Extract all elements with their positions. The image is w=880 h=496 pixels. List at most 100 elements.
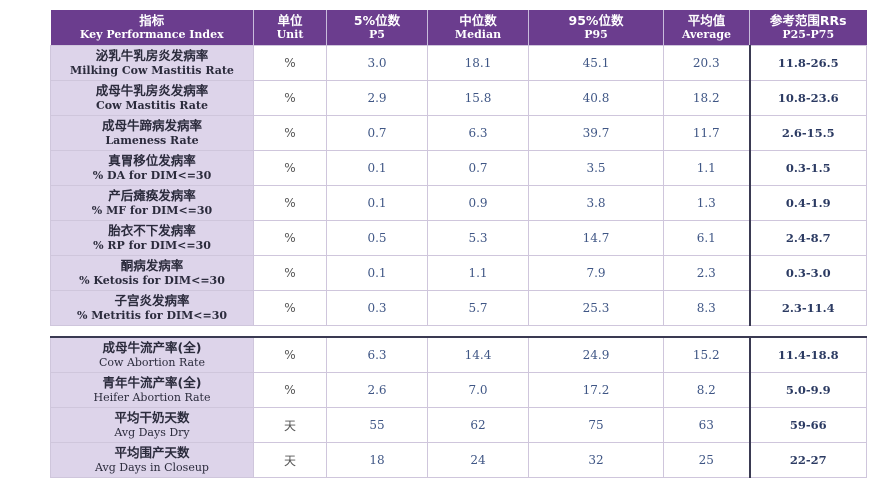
median-cell: 0.9	[427, 185, 529, 221]
median-cell: 15.8	[427, 80, 529, 116]
p95-cell: 3.5	[528, 150, 664, 186]
median-cell: 7.0	[427, 372, 529, 408]
kpi-name-cell: 子宫炎发病率% Metritis for DIM<=30	[50, 290, 254, 326]
table-row: 胎衣不下发病率% RP for DIM<=30 % 0.5 5.3 14.7 6…	[50, 220, 867, 256]
p95-cell: 7.9	[528, 255, 664, 291]
kpi-name-zh: 产后瘫痪发病率	[108, 188, 196, 203]
p5-cell: 0.7	[326, 115, 428, 151]
header-p5-zh: 5%位数	[353, 12, 401, 28]
unit-cell: 天	[253, 407, 327, 443]
average-cell: 6.1	[663, 220, 750, 256]
table-row: 产后瘫痪发病率% MF for DIM<=30 % 0.1 0.9 3.8 1.…	[50, 185, 867, 221]
unit-cell: %	[253, 336, 327, 373]
table-body: 泌乳牛乳房炎发病率 Milking Cow Mastitis Rate % 3.0…	[50, 45, 867, 478]
unit-cell: %	[253, 80, 327, 116]
header-average-zh: 平均值	[687, 12, 726, 28]
reference-range-cell: 11.4-18.8	[748, 336, 867, 373]
reference-range-cell: 2.3-11.4	[748, 290, 867, 326]
kpi-name-cell: 成母牛乳房炎发病率 Cow Mastitis Rate	[50, 80, 254, 116]
table-row: 泌乳牛乳房炎发病率 Milking Cow Mastitis Rate % 3.0…	[50, 45, 867, 81]
section-gap	[50, 325, 867, 338]
p5-cell: 0.5	[326, 220, 428, 256]
table-row: 平均围产天数 Avg Days in Closeup 天 18 24 32 25 …	[50, 442, 867, 478]
kpi-name-zh: 青年牛流产率(全)	[102, 375, 202, 390]
median-cell: 14.4	[427, 336, 529, 373]
kpi-name-cell: 成母牛流产率(全) Cow Abortion Rate	[50, 336, 254, 373]
header-p5: 5%位数 P5	[326, 10, 428, 46]
kpi-name-zh: 成母牛蹄病发病率	[101, 118, 202, 133]
header-p95-en: P95	[584, 27, 608, 41]
table-row: 青年牛流产率(全) Heifer Abortion Rate % 2.6 7.0 …	[50, 372, 867, 408]
kpi-name-en: % Metritis for DIM<=30	[76, 309, 228, 322]
p95-cell: 75	[528, 407, 664, 443]
p95-cell: 45.1	[528, 45, 664, 81]
p5-cell: 2.9	[326, 80, 428, 116]
reference-range-cell: 59-66	[748, 407, 867, 443]
table-row: 平均干奶天数 Avg Days Dry 天 55 62 75 63 59-66	[50, 407, 867, 443]
header-median: 中位数 Median	[427, 10, 529, 46]
average-cell: 8.3	[663, 290, 750, 326]
median-cell: 1.1	[427, 255, 529, 291]
p95-cell: 32	[528, 442, 664, 478]
average-cell: 63	[663, 407, 750, 443]
p95-cell: 25.3	[528, 290, 664, 326]
header-unit-zh: 单位	[277, 12, 303, 28]
header-p95: 95%位数 P95	[528, 10, 664, 46]
average-cell: 18.2	[663, 80, 750, 116]
p5-cell: 0.1	[326, 255, 428, 291]
p95-cell: 14.7	[528, 220, 664, 256]
kpi-name-en: Heifer Abortion Rate	[93, 391, 211, 404]
kpi-name-en: Cow Mastitis Rate	[95, 99, 209, 112]
header-median-en: Median	[454, 27, 502, 41]
reference-range-cell: 10.8-23.6	[748, 80, 867, 116]
kpi-name-en: Cow Abortion Rate	[99, 356, 205, 369]
unit-cell: %	[253, 185, 327, 221]
kpi-name-cell: 酮病发病率% Ketosis for DIM<=30	[50, 255, 254, 291]
average-cell: 20.3	[663, 45, 750, 81]
kpi-name-zh: 成母牛乳房炎发病率	[95, 83, 209, 98]
unit-cell: %	[253, 255, 327, 291]
kpi-name-zh: 平均围产天数	[114, 445, 190, 460]
p5-cell: 0.3	[326, 290, 428, 326]
kpi-name-en: % DA for DIM<=30	[92, 169, 212, 182]
unit-cell: %	[253, 220, 327, 256]
unit-cell: %	[253, 45, 327, 81]
header-p95-zh: 95%位数	[568, 12, 624, 28]
table-row: 真胃移位发病率% DA for DIM<=30 % 0.1 0.7 3.5 1.…	[50, 150, 867, 186]
header-ref-zh: 参考范围RRs	[769, 12, 847, 28]
kpi-name-en: Lameness Rate	[105, 134, 199, 147]
reference-range-cell: 5.0-9.9	[748, 372, 867, 408]
header-average-en: Average	[681, 27, 732, 41]
p95-cell: 24.9	[528, 336, 664, 373]
average-cell: 1.3	[663, 185, 750, 221]
kpi-name-zh: 酮病发病率	[120, 258, 184, 273]
kpi-name-en: Avg Days in Closeup	[95, 461, 209, 474]
unit-cell: %	[253, 372, 327, 408]
header-median-zh: 中位数	[459, 12, 497, 28]
kpi-name-en: % RP for DIM<=30	[93, 239, 211, 252]
p5-cell: 3.0	[326, 45, 428, 81]
p95-cell: 39.7	[528, 115, 664, 151]
kpi-name-zh: 胎衣不下发病率	[108, 223, 196, 238]
p95-cell: 3.8	[528, 185, 664, 221]
unit-cell: %	[253, 115, 327, 151]
reference-range-cell: 0.4-1.9	[748, 185, 867, 221]
kpi-name-zh: 真胃移位发病率	[108, 153, 196, 168]
kpi-name-en: Milking Cow Mastitis Rate	[70, 64, 234, 77]
reference-range-cell: 11.8-26.5	[748, 45, 867, 81]
kpi-name-cell: 产后瘫痪发病率% MF for DIM<=30	[50, 185, 254, 221]
p5-cell: 6.3	[326, 336, 428, 373]
kpi-name-cell: 胎衣不下发病率% RP for DIM<=30	[50, 220, 254, 256]
kpi-name-cell: 平均围产天数 Avg Days in Closeup	[50, 442, 254, 478]
median-cell: 5.7	[427, 290, 529, 326]
kpi-name-zh: 泌乳牛乳房炎发病率	[95, 48, 209, 63]
kpi-name-cell: 泌乳牛乳房炎发病率 Milking Cow Mastitis Rate	[50, 45, 254, 81]
table-row: 成母牛乳房炎发病率 Cow Mastitis Rate % 2.9 15.8 40…	[50, 80, 867, 116]
kpi-table-container: 指标 Key Performance Index 单位 Unit 5%位数 P5 中位…	[50, 10, 867, 478]
header-unit: 单位 Unit	[253, 10, 327, 46]
kpi-name-zh: 平均干奶天数	[114, 410, 190, 425]
p5-cell: 2.6	[326, 372, 428, 408]
header-average: 平均值 Average	[663, 10, 750, 46]
median-cell: 6.3	[427, 115, 529, 151]
p95-cell: 17.2	[528, 372, 664, 408]
